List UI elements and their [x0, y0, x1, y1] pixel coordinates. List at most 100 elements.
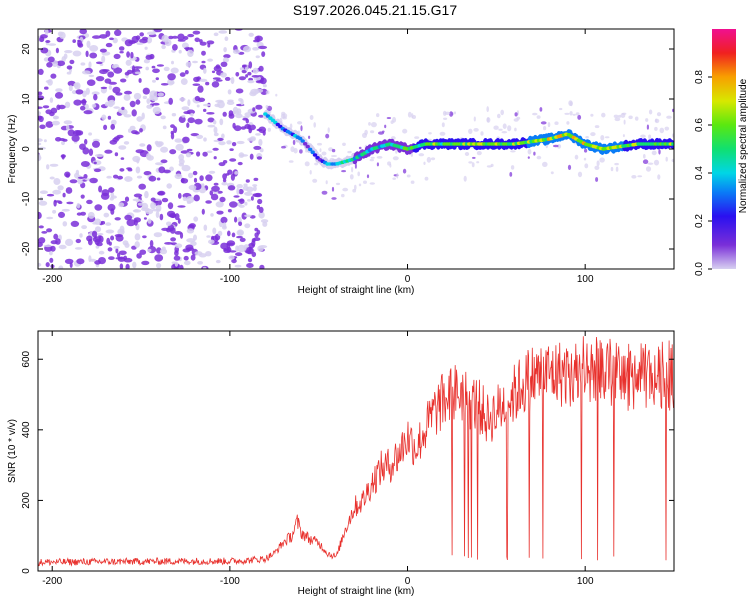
- spectrogram-noise-cell: [514, 112, 518, 117]
- spectrogram-noise-cell: [396, 172, 399, 179]
- spectrogram-noise-cell: [196, 151, 201, 157]
- spectrogram-noise-cell: [177, 205, 186, 208]
- spectrogram-noise-cell: [239, 67, 244, 71]
- spectrogram-noise-cell: [118, 46, 125, 51]
- spectrogram-noise-cell: [91, 91, 100, 96]
- spectrogram-noise-cell: [174, 231, 182, 235]
- spectrogram-noise-cell: [38, 115, 44, 123]
- spectrogram-noise-cell: [67, 129, 75, 137]
- spectrogram-noise-cell: [108, 187, 115, 193]
- spectrogram-noise-cell: [160, 115, 166, 120]
- spectrogram-noise-cell: [136, 42, 144, 45]
- spectrogram-noise-cell: [201, 50, 206, 56]
- spectrogram-noise-cell: [566, 121, 570, 125]
- spectrogram-noise-cell: [157, 92, 164, 97]
- spectrogram-noise-cell: [55, 47, 60, 54]
- spectrogram-noise-cell: [194, 37, 200, 43]
- snr-x-tick-label: -100: [220, 576, 240, 587]
- spectrogram-noise-cell: [141, 260, 150, 266]
- spectrogram-noise-cell: [444, 111, 451, 116]
- spectrogram-noise-cell: [145, 54, 153, 60]
- spectrogram-noise-cell: [95, 153, 104, 158]
- spectrogram-noise-cell: [178, 158, 185, 165]
- spectrogram-noise-cell: [199, 175, 204, 182]
- spectrogram-noise-cell: [110, 235, 115, 241]
- spectrogram-noise-cell: [449, 111, 454, 117]
- spectrogram-noise-cell: [493, 125, 499, 130]
- spectrogram-noise-cell: [242, 185, 249, 191]
- spectrogram-noise-cell: [471, 162, 475, 168]
- spectrogram-noise-cell: [206, 150, 213, 154]
- spectrogram-noise-cell: [182, 196, 187, 201]
- spectrogram-noise-cell: [184, 47, 193, 50]
- spectrogram-noise-cell: [123, 257, 133, 263]
- spectrogram-noise-cell: [49, 257, 54, 263]
- spectrogram-noise-cell: [259, 148, 264, 153]
- spectrogram-noise-cell: [149, 240, 154, 248]
- spectrogram-noise-cell: [38, 153, 41, 161]
- spectrogram-noise-cell: [119, 263, 124, 269]
- spectrogram-noise-cell: [105, 30, 111, 37]
- spectrogram-noise-cell: [384, 124, 387, 129]
- spectrogram-noise-cell: [55, 88, 63, 92]
- spectrogram-noise-cell: [174, 138, 183, 143]
- spectrogram-noise-cell: [45, 109, 52, 115]
- spectrogram-noise-cell: [208, 170, 216, 174]
- spectrogram-noise-cell: [486, 117, 490, 122]
- spectrogram-noise-cell: [125, 263, 130, 269]
- spectrogram-noise-cell: [230, 76, 235, 85]
- spectrogram-noise-cell: [38, 262, 42, 267]
- spectrogram-noise-cell: [222, 57, 229, 63]
- spectrogram-noise-cell: [134, 233, 141, 241]
- spectrogram-noise-cell: [161, 227, 170, 231]
- spectrogram-noise-cell: [231, 142, 237, 147]
- spectrogram-noise-cell: [170, 132, 175, 140]
- spectrogram-noise-cell: [236, 235, 243, 239]
- spectrogram-noise-cell: [213, 182, 219, 186]
- spectrogram-noise-cell: [49, 97, 54, 103]
- spectrogram-noise-cell: [75, 89, 84, 95]
- spectrogram-noise-cell: [389, 163, 392, 168]
- spectrogram-noise-cell: [117, 175, 123, 180]
- spectrogram-noise-cell: [214, 103, 221, 108]
- spectrogram-noise-cell: [63, 120, 73, 125]
- spectrogram-noise-cell: [45, 40, 51, 43]
- spectrogram-noise-cell: [213, 156, 217, 160]
- spectrogram-noise-cell: [390, 120, 394, 124]
- spectrogram-x-tick-label: -200: [42, 274, 62, 285]
- spectrogram-noise-cell: [181, 106, 190, 111]
- spectrogram-noise-cell: [258, 45, 268, 50]
- spectrogram-noise-cell: [159, 248, 168, 255]
- colorbar-gradient: [712, 29, 736, 269]
- spectrogram-noise-cell: [572, 113, 576, 116]
- spectrogram-noise-cell: [147, 248, 152, 253]
- spectrogram-noise-cell: [135, 166, 141, 174]
- spectrogram-y-tick-label: 20: [21, 43, 32, 55]
- spectrogram-noise-cell: [81, 225, 87, 230]
- spectrogram-noise-cell: [163, 66, 170, 72]
- spectrogram-noise-cell: [645, 118, 649, 122]
- spectrogram-noise-cell: [124, 196, 130, 202]
- spectrogram-noise-cell: [92, 140, 100, 148]
- spectrogram-noise-cell: [61, 208, 70, 212]
- spectrogram-noise-cell: [201, 208, 205, 215]
- spectrogram-noise-cell: [95, 76, 105, 82]
- spectrogram-noise-cell: [109, 197, 114, 201]
- spectrogram-noise-cell: [69, 59, 75, 65]
- spectrogram-noise-cell: [186, 148, 193, 152]
- spectrogram-noise-cell: [312, 178, 318, 183]
- spectrogram-noise-cell: [113, 174, 119, 179]
- spectrogram-noise-cell: [62, 138, 68, 142]
- spectrogram-noise-cell: [265, 105, 269, 109]
- spectrogram-noise-cell: [258, 114, 265, 118]
- spectrogram-noise-cell: [177, 218, 181, 224]
- spectrogram-noise-cell: [369, 158, 374, 162]
- spectrogram-noise-cell: [590, 132, 596, 137]
- spectrogram-noise-cell: [114, 136, 121, 140]
- spectrogram-noise-cell: [76, 212, 82, 216]
- spectrogram-x-tick-label: -100: [220, 274, 240, 285]
- spectrogram-noise-cell: [252, 47, 259, 51]
- spectrogram-noise-cell: [247, 258, 253, 263]
- spectrogram-noise-cell: [232, 106, 239, 113]
- spectrogram-noise-cell: [473, 127, 479, 132]
